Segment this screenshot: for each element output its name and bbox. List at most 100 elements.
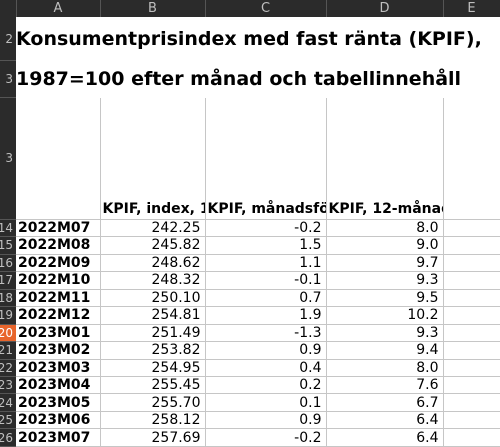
cell-annual-change[interactable]: 9.7: [326, 254, 444, 273]
column-header-a[interactable]: A: [16, 0, 101, 18]
row-header[interactable]: 17: [0, 271, 16, 290]
cell-annual-change[interactable]: 6.7: [326, 393, 444, 412]
cell-annual-change[interactable]: 7.6: [326, 376, 444, 395]
cell-annual-change[interactable]: 6.4: [326, 428, 444, 447]
cell-period[interactable]: 2023M02: [16, 341, 101, 360]
cell-monthly-change[interactable]: -0.1: [205, 271, 327, 290]
row-header[interactable]: 14: [0, 219, 16, 238]
header-cell-d[interactable]: KPIF, 12-månadsförändring, 1987=100: [326, 97, 444, 220]
cell-annual-change[interactable]: 10.2: [326, 306, 444, 325]
cell-empty[interactable]: [443, 376, 500, 395]
cell-period[interactable]: 2022M09: [16, 254, 101, 273]
cell-monthly-change[interactable]: -1.3: [205, 324, 327, 343]
cell-monthly-change[interactable]: 0.9: [205, 411, 327, 430]
cell-monthly-change[interactable]: 0.4: [205, 359, 327, 377]
cell-period[interactable]: 2022M10: [16, 271, 101, 290]
cell-empty[interactable]: [443, 359, 500, 377]
cell-monthly-change[interactable]: 1.5: [205, 236, 327, 255]
row-header[interactable]: 19: [0, 306, 16, 325]
cell-index[interactable]: 245.82: [100, 236, 206, 255]
cell-empty[interactable]: [443, 393, 500, 412]
column-header-e[interactable]: E: [443, 0, 500, 18]
cell-monthly-change[interactable]: 0.1: [205, 393, 327, 412]
cell-empty[interactable]: [443, 341, 500, 360]
cell-index[interactable]: 255.70: [100, 393, 206, 412]
row-header[interactable]: 25: [0, 411, 16, 430]
cell-index[interactable]: 250.10: [100, 289, 206, 308]
cell-period[interactable]: 2022M12: [16, 306, 101, 325]
row-header[interactable]: 15: [0, 236, 16, 255]
cell-period[interactable]: 2023M05: [16, 393, 101, 412]
row-header[interactable]: 3: [0, 60, 16, 99]
cell-monthly-change[interactable]: 0.7: [205, 289, 327, 308]
data-rows: 142022M07242.25-0.28.0152022M08245.821.5…: [0, 219, 500, 447]
row-header[interactable]: 18: [0, 289, 16, 308]
select-all-corner[interactable]: [0, 0, 17, 18]
cell-annual-change[interactable]: 9.3: [326, 271, 444, 290]
row-header[interactable]: 24: [0, 393, 16, 412]
row-header[interactable]: 2: [0, 17, 16, 62]
row-header[interactable]: 21: [0, 341, 16, 360]
cell-monthly-change[interactable]: 0.9: [205, 341, 327, 360]
table-row: 152022M08245.821.59.0: [0, 236, 500, 255]
cell-index[interactable]: 257.69: [100, 428, 206, 447]
cell-annual-change[interactable]: 8.0: [326, 359, 444, 377]
cell-empty[interactable]: [443, 271, 500, 290]
title-cell[interactable]: Konsumentprisindex med fast ränta (KPIF)…: [16, 17, 500, 60]
cell-index[interactable]: 242.25: [100, 219, 206, 238]
cell-annual-change[interactable]: 9.4: [326, 341, 444, 360]
cell-empty[interactable]: [443, 254, 500, 273]
column-header-d[interactable]: D: [326, 0, 444, 18]
row-header[interactable]: 22: [0, 359, 16, 377]
row-header[interactable]: 20: [0, 324, 16, 343]
cell-index[interactable]: 248.32: [100, 271, 206, 290]
cell-index[interactable]: 251.49: [100, 324, 206, 343]
column-header-row: A B C D E: [0, 0, 500, 18]
row-header[interactable]: 23: [0, 376, 16, 395]
sheet-title-line2: 1987=100 efter månad och tabellinnehåll: [16, 68, 462, 91]
cell-period[interactable]: 2022M11: [16, 289, 101, 308]
cell-period[interactable]: 2023M01: [16, 324, 101, 343]
cell-period[interactable]: 2023M07: [16, 428, 101, 447]
cell-period[interactable]: 2022M08: [16, 236, 101, 255]
cell-period[interactable]: 2023M06: [16, 411, 101, 430]
column-header-c[interactable]: C: [205, 0, 327, 18]
cell-empty[interactable]: [443, 236, 500, 255]
cell-index[interactable]: 248.62: [100, 254, 206, 273]
cell-index[interactable]: 254.81: [100, 306, 206, 325]
cell-index[interactable]: 254.95: [100, 359, 206, 377]
cell-period[interactable]: 2023M04: [16, 376, 101, 395]
cell-index[interactable]: 258.12: [100, 411, 206, 430]
cell-empty[interactable]: [443, 289, 500, 308]
cell-empty[interactable]: [443, 219, 500, 238]
cell-monthly-change[interactable]: -0.2: [205, 428, 327, 447]
title-row-2: 3 1987=100 efter månad och tabellinnehål…: [0, 60, 500, 99]
header-cell-c[interactable]: KPIF, månadsförändring, 1987=100: [205, 97, 327, 220]
cell-index[interactable]: 255.45: [100, 376, 206, 395]
cell-annual-change[interactable]: 6.4: [326, 411, 444, 430]
cell-annual-change[interactable]: 9.5: [326, 289, 444, 308]
header-cell-b[interactable]: KPIF, index, 1987=100: [100, 97, 206, 220]
row-header[interactable]: 26: [0, 428, 16, 447]
cell-empty[interactable]: [443, 428, 500, 447]
cell-empty[interactable]: [443, 411, 500, 430]
cell-annual-change[interactable]: 8.0: [326, 219, 444, 238]
column-header-b[interactable]: B: [100, 0, 206, 18]
cell-monthly-change[interactable]: 0.2: [205, 376, 327, 395]
cell-monthly-change[interactable]: 1.9: [205, 306, 327, 325]
row-header[interactable]: 16: [0, 254, 16, 273]
cell-index[interactable]: 253.82: [100, 341, 206, 360]
title-cell-2[interactable]: 1987=100 efter månad och tabellinnehåll: [16, 61, 500, 98]
table-row: 182022M11250.100.79.5: [0, 289, 500, 308]
cell-empty[interactable]: [443, 306, 500, 325]
header-cell-e[interactable]: [443, 97, 500, 220]
header-cell-a[interactable]: [16, 97, 101, 220]
cell-annual-change[interactable]: 9.3: [326, 324, 444, 343]
cell-empty[interactable]: [443, 324, 500, 343]
cell-monthly-change[interactable]: -0.2: [205, 219, 327, 238]
cell-annual-change[interactable]: 9.0: [326, 236, 444, 255]
cell-period[interactable]: 2023M03: [16, 359, 101, 377]
cell-period[interactable]: 2022M07: [16, 219, 101, 238]
cell-monthly-change[interactable]: 1.1: [205, 254, 327, 273]
row-header[interactable]: 3: [0, 97, 16, 220]
